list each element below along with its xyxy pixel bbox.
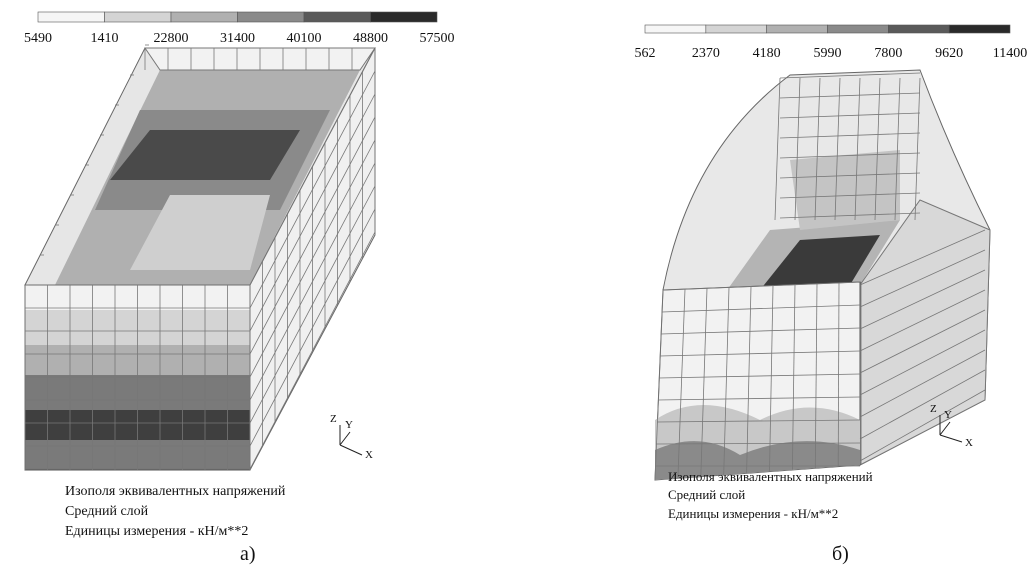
legend-label: 1410	[91, 31, 119, 46]
model-a	[24, 44, 376, 471]
mesh-line	[859, 389, 986, 462]
legend-label: 57500	[420, 31, 455, 46]
mesh-line	[859, 369, 986, 440]
mesh-line	[779, 192, 921, 199]
caption-line: Изополя эквивалентных напряжений	[668, 469, 873, 484]
mesh-line	[779, 112, 921, 119]
mesh-line	[249, 185, 376, 424]
legend-label: 4180	[753, 46, 781, 61]
mesh-line	[859, 309, 986, 374]
mesh-line	[700, 288, 708, 477]
mesh-line	[859, 249, 986, 308]
legend-label: 31400	[220, 31, 255, 46]
mesh-line	[779, 212, 921, 219]
legend-swatch	[948, 24, 1011, 34]
mesh-line	[657, 396, 861, 401]
model-b	[654, 69, 991, 481]
mesh-line	[859, 329, 986, 396]
mesh-line	[661, 304, 861, 313]
mesh-line	[659, 350, 861, 357]
mesh-a	[24, 44, 376, 470]
legend-swatch	[888, 24, 950, 34]
mesh-line	[859, 349, 986, 418]
legend-swatch	[370, 11, 438, 23]
caption-line: Средний слой	[668, 487, 745, 502]
mesh-line	[859, 269, 986, 330]
mesh-line	[249, 116, 376, 355]
mesh-line	[779, 152, 921, 159]
mesh-line	[794, 77, 801, 221]
caption-line: Средний слой	[65, 504, 149, 519]
mesh-line	[874, 77, 881, 221]
mesh-line	[656, 419, 861, 423]
mesh-line	[779, 72, 921, 79]
mesh-line	[746, 286, 752, 474]
axis-icons	[339, 415, 963, 456]
mesh-line	[249, 47, 376, 286]
mesh-line	[914, 77, 921, 221]
mesh-line	[769, 285, 774, 472]
axis-letter: X	[965, 437, 973, 449]
legend-swatch	[303, 11, 371, 23]
mesh-line	[859, 229, 986, 286]
legend-swatch	[827, 24, 889, 34]
mesh-line	[249, 162, 376, 401]
mesh-line	[654, 289, 664, 481]
mesh-line	[658, 373, 861, 379]
axis-letter: Z	[330, 413, 337, 425]
axis-letter: X	[365, 449, 373, 461]
legend-label: 7800	[874, 46, 902, 61]
subfigure-label: б)	[832, 543, 849, 565]
mesh-line	[249, 93, 376, 332]
legend-swatch	[37, 11, 105, 23]
axis-letter: Y	[345, 419, 353, 431]
mesh-line	[249, 231, 376, 470]
mesh-line	[677, 289, 686, 479]
mesh-line	[792, 284, 796, 470]
legend-label: 5990	[814, 46, 842, 61]
legend-swatch	[170, 11, 238, 23]
legend-label: 9620	[935, 46, 963, 61]
axis-letter: Y	[944, 409, 952, 421]
legend-label: 5490	[24, 31, 52, 46]
legend-swatch	[705, 24, 767, 34]
mesh-line	[655, 442, 861, 445]
caption-line: Единицы измерения - кН/м**2	[668, 506, 838, 521]
legend-label: 40100	[287, 31, 322, 46]
mesh-line	[249, 208, 376, 447]
mesh-line	[249, 139, 376, 378]
legend-swatch	[644, 24, 707, 34]
legend-swatch	[237, 11, 305, 23]
legend-swatch	[766, 24, 828, 34]
legend-swatch	[104, 11, 172, 23]
axis-letter: Z	[930, 403, 937, 415]
mesh-line	[774, 77, 781, 221]
mesh-line	[249, 70, 376, 309]
mesh-line	[660, 327, 861, 335]
caption-line: Изополя эквивалентных напряжений	[65, 484, 286, 499]
subfigure-label: а)	[240, 543, 256, 565]
mesh-line	[859, 289, 986, 352]
mesh-line	[779, 92, 921, 99]
legend-label: 11400	[993, 46, 1027, 61]
caption-line: Единицы измерения - кН/м**2	[65, 524, 248, 539]
legend-label: 22800	[154, 31, 189, 46]
legend-label: 48800	[353, 31, 388, 46]
legend-label: 2370	[692, 46, 720, 61]
mesh-line	[779, 132, 921, 139]
mesh-line	[779, 172, 921, 179]
mesh-line	[854, 77, 861, 221]
mesh-line	[814, 283, 818, 469]
legend-label: 562	[635, 46, 656, 61]
mesh-b	[654, 72, 986, 481]
mesh-line	[894, 77, 901, 221]
mesh-line	[662, 281, 861, 291]
